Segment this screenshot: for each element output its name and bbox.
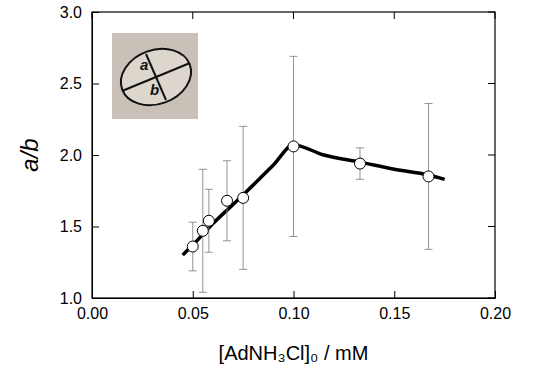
y-tick-mark [488,298,495,299]
x-tick: 0.20 [480,291,511,322]
data-point [288,141,299,152]
data-point [423,171,434,182]
top-ticks [92,12,495,19]
inset: ab [112,33,199,119]
x-tick-label: 0.05 [178,305,209,322]
y-tick: 3.0 [60,4,99,21]
x-tick: 0.15 [379,291,410,322]
data-point [187,241,198,252]
y-tick-mark [488,83,495,84]
plot: 0.00 0.05 0.10 0.15 0.20 1.0 1.5 2.0 2.5 3.0 ab [60,4,511,323]
x-tick-mark [394,12,395,19]
plot-frame [92,12,495,298]
y-tick-mark [488,12,495,13]
x-tick-mark [192,12,193,19]
inset-label: b [150,81,159,98]
y-tick-label: 2.0 [60,147,82,164]
y-tick-mark [92,12,99,13]
data-point [354,158,365,169]
x-axis: 0.00 0.05 0.10 0.15 0.20 [77,291,511,322]
inset-axis-b [146,54,166,100]
x-tick-mark [495,291,496,298]
y-tick-mark [92,84,99,85]
y-tick-mark [488,155,495,156]
y-tick-label: 1.5 [60,218,82,235]
y-tick: 1.5 [60,218,99,235]
x-tick: 0.05 [178,291,209,322]
x-tick-mark [294,291,295,298]
y-tick-mark [92,298,99,299]
marks [183,56,445,292]
inset-label: a [140,56,148,73]
points [187,141,434,252]
data-point [203,215,214,226]
error-bars [189,56,433,292]
y-tick: 1.0 [60,290,99,307]
data-point [197,225,208,236]
y-tick-mark [92,227,99,228]
x-tick-label: 0.00 [77,305,108,322]
y-tick-label: 3.0 [60,4,82,21]
x-tick-label: 0.10 [278,305,309,322]
chart: 0.00 0.05 0.10 0.15 0.20 1.0 1.5 2.0 2.5 3.0 ab [Ad… [0,0,547,386]
y-tick-label: 2.5 [60,75,82,92]
y-tick-label: 1.0 [60,290,82,307]
x-tick-mark [92,12,93,19]
x-tick-mark [495,12,496,19]
y-tick: 2.0 [60,147,99,164]
y-tick: 2.5 [60,75,99,92]
x-axis-line [93,298,496,299]
x-tick-mark [193,291,194,298]
y-axis-title: a/b [16,138,43,171]
y-tick-mark [488,226,495,227]
x-tick: 0.10 [278,291,309,322]
x-tick-label: 0.15 [379,305,410,322]
x-tick-mark [293,12,294,19]
trend-line [183,145,445,255]
inset-ellipse [113,39,199,114]
data-point [222,195,233,206]
x-tick-mark [394,291,395,298]
right-ticks [488,12,495,298]
data-point [238,192,249,203]
y-axis: 1.0 1.5 2.0 2.5 3.0 [60,4,99,307]
x-tick-label: 0.20 [480,305,511,322]
x-axis-title: [AdNH₃Cl]₀ / mM [219,342,369,364]
y-tick-mark [92,155,99,156]
